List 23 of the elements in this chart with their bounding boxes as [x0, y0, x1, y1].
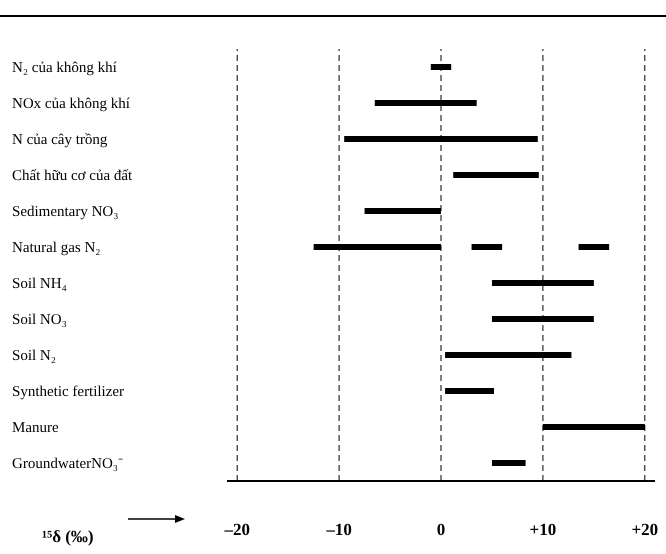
y-tick-label: Synthetic fertilizer: [12, 384, 124, 400]
bar: [453, 172, 539, 178]
bar: [578, 244, 610, 250]
x-tick-label: 0: [436, 520, 446, 539]
y-tick-label: Natural gas N₂: [12, 240, 101, 256]
bar: [492, 460, 526, 466]
y-tick-label: GroundwaterNO₃⁻: [12, 456, 124, 472]
y-tick-label: Chất hữu cơ của đất: [12, 168, 134, 184]
bar: [445, 388, 494, 394]
x-tick-label: +10: [530, 520, 556, 539]
bar: [472, 244, 502, 250]
x-tick-label: –20: [223, 520, 250, 539]
y-tick-label: Sedimentary NO₃: [12, 204, 118, 220]
y-tick-label: N₂ của không khí: [12, 60, 118, 76]
y-tick-label: N của cây trồng: [12, 132, 108, 148]
y-tick-label: Manure: [12, 420, 59, 436]
x-axis-title: ¹⁵δ (‰): [42, 527, 94, 547]
y-tick-label: Soil NH₄: [12, 276, 67, 292]
y-tick-label: NOx của không khí: [12, 96, 131, 112]
x-tick-label: +20: [631, 520, 658, 539]
x-tick-label: –10: [325, 520, 352, 539]
y-tick-label: Soil N₂: [12, 348, 56, 364]
y-tick-label: Soil NO₃: [12, 312, 67, 328]
